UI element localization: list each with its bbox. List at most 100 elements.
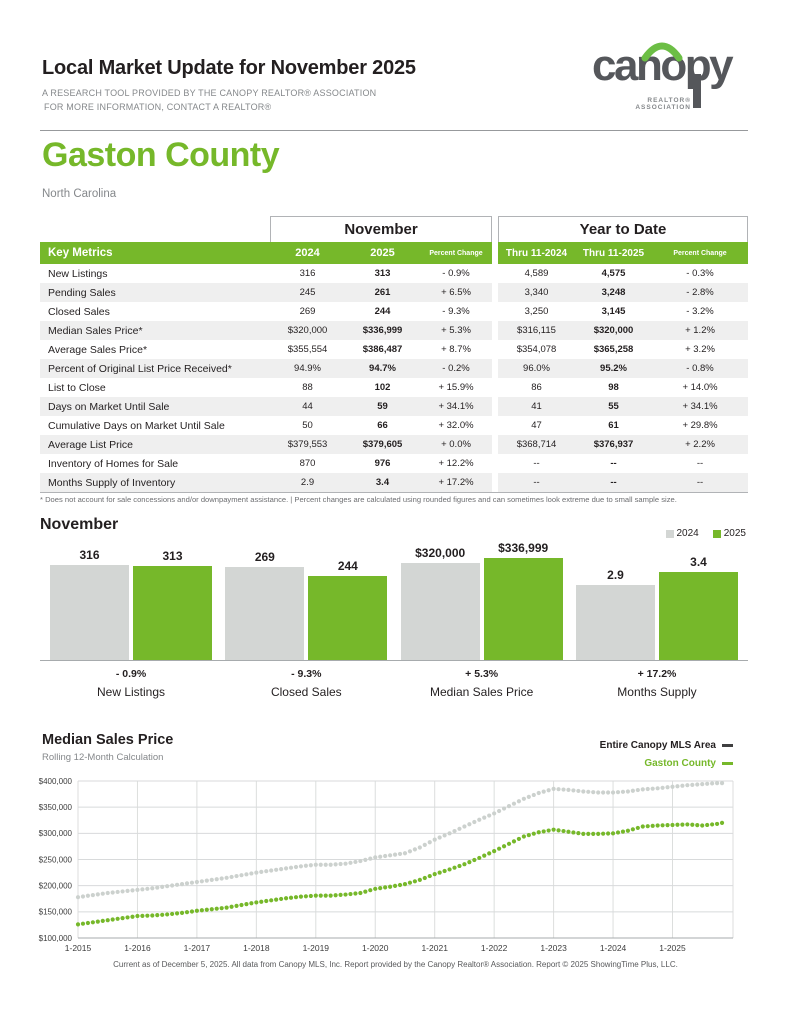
bar-value-label: 3.4: [690, 555, 707, 569]
svg-text:1-2022: 1-2022: [481, 943, 508, 953]
metric-value: 870: [299, 458, 316, 469]
legend-item-gaston: Gaston County: [600, 758, 733, 769]
legend-label-gaston: Gaston County: [644, 758, 716, 769]
line-chart-legend: Entire Canopy MLS Area Gaston County: [600, 740, 733, 776]
metric-label: New Listings: [48, 267, 108, 280]
table-footnote: * Does not account for sale concessions …: [40, 495, 677, 504]
legend-swatch-2025: [712, 529, 721, 538]
cell-gap: [492, 435, 498, 454]
header-subtitle-2: FOR MORE INFORMATION, CONTACT A REALTOR®: [44, 102, 272, 112]
metric-value: 50: [302, 420, 313, 431]
metric-value: --: [696, 458, 704, 469]
logo-tagline: REALTOR® ASSOCIATION: [635, 97, 691, 111]
bar-column: 244: [308, 559, 388, 660]
metric-value: - 0.2%: [420, 359, 492, 378]
metric-label: Closed Sales: [48, 305, 110, 318]
metric-value: 61: [608, 420, 619, 431]
metric-value: + 32.0%: [438, 420, 474, 431]
metric-value: $365,258: [593, 344, 634, 355]
cell-gap: [492, 378, 498, 397]
svg-text:1-2020: 1-2020: [362, 943, 389, 953]
metric-value: + 2.2%: [652, 435, 748, 454]
bar-chart-legend: 2024 2025: [665, 528, 746, 539]
metric-value: --: [610, 458, 617, 469]
metric-value: + 6.5%: [420, 283, 492, 302]
bar-category-label: Closed Sales: [270, 685, 342, 699]
metric-value: 55: [575, 397, 652, 416]
metric-value: --: [652, 473, 748, 492]
metric-value: --: [498, 473, 575, 492]
bar-2024: [400, 563, 480, 660]
table-row: Closed Sales 269 244 - 9.3% 3,250 3,145 - 3.2%: [40, 302, 748, 321]
metric-value: 3,145: [601, 306, 626, 317]
metric-value: $379,605: [345, 435, 420, 454]
metric-value: $379,553: [270, 435, 345, 454]
legend-item-2025: 2025: [712, 528, 746, 539]
metric-value: 44: [270, 397, 345, 416]
bar-group: 2.9 3.4: [575, 555, 738, 660]
legend-label-2024: 2024: [676, 528, 699, 539]
header-divider: [40, 130, 748, 131]
table-row: Average List Price $379,553 $379,605 + 0.0%…: [40, 435, 748, 454]
svg-text:1-2017: 1-2017: [184, 943, 211, 953]
column-header-pct-change-nov: Percent Change: [420, 242, 492, 264]
metric-label: Months Supply of Inventory: [40, 473, 270, 492]
bar-group-caption: - 9.3% Closed Sales: [225, 661, 387, 699]
group-header-spacer: [40, 216, 270, 243]
bar-value-label: 269: [254, 550, 275, 564]
bar-group: $320,000 $336,999: [400, 541, 563, 660]
metric-value: + 34.1%: [420, 397, 492, 416]
metric-value: + 0.0%: [420, 435, 492, 454]
line-chart-title: Median Sales Price: [42, 732, 174, 748]
metric-value: --: [533, 458, 540, 469]
legend-item-2024: 2024: [665, 528, 699, 539]
metric-value: $336,999: [345, 321, 420, 340]
metric-value: + 17.2%: [420, 473, 492, 492]
table-group-header-row: November Year to Date: [40, 216, 748, 243]
svg-text:$150,000: $150,000: [39, 908, 73, 917]
column-header-thru-2024: Thru 11-2024: [498, 242, 575, 264]
metric-value: - 0.8%: [652, 359, 748, 378]
bar-column: 316: [50, 548, 129, 660]
bar-group-caption: + 17.2% Months Supply: [576, 661, 738, 699]
metric-value: 66: [377, 420, 388, 431]
metric-value: 269: [299, 306, 316, 317]
cell-gap: [492, 473, 498, 492]
cell-gap: [492, 416, 498, 435]
metric-value: 4,575: [601, 268, 626, 279]
metric-value: + 34.1%: [652, 397, 748, 416]
metric-value: - 2.8%: [652, 283, 748, 302]
column-header-pct-change-ytd: Percent Change: [652, 242, 748, 264]
column-header-2024: 2024: [270, 242, 345, 264]
metric-value: 98: [608, 382, 619, 393]
metric-value: --: [575, 473, 652, 492]
bar-category-label: Median Sales Price: [429, 685, 534, 699]
november-bar-chart: November 2024 2025 316 313 269 244 $320,000 $…: [40, 516, 748, 699]
canopy-arc-icon: [641, 42, 683, 62]
group-header-november: November: [270, 216, 492, 243]
bar-column: 313: [133, 549, 212, 660]
region-title: Gaston County: [42, 136, 280, 174]
svg-text:1-2021: 1-2021: [421, 943, 448, 953]
metric-label: Average Sales Price*: [48, 343, 148, 356]
legend-dash-gaston: [722, 762, 733, 765]
metric-value: $368,714: [498, 435, 575, 454]
canopy-logo: canopy REALTOR® ASSOCIATION: [592, 42, 782, 114]
metric-value: - 0.9%: [442, 268, 470, 279]
svg-text:1-2025: 1-2025: [659, 943, 686, 953]
column-header-key-metrics: Key Metrics: [40, 242, 270, 264]
metric-value: 96.0%: [498, 359, 575, 378]
metric-value: + 14.0%: [682, 382, 718, 393]
metric-label: Inventory of Homes for Sale: [48, 457, 179, 470]
bar-group: 316 313: [50, 548, 212, 660]
column-header-gap: [492, 242, 498, 264]
metric-value: 94.7%: [345, 359, 420, 378]
metric-value: 3,340: [498, 283, 575, 302]
logo-descender-mark: [693, 74, 701, 108]
cell-gap: [492, 340, 498, 359]
table-row: Median Sales Price* $320,000 $336,999 + 5.3…: [40, 321, 748, 340]
column-header-2025: 2025: [345, 242, 420, 264]
metric-value: 245: [270, 283, 345, 302]
table-row: New Listings 316 313 - 0.9% 4,589 4,575 - 0.3%: [40, 264, 748, 283]
